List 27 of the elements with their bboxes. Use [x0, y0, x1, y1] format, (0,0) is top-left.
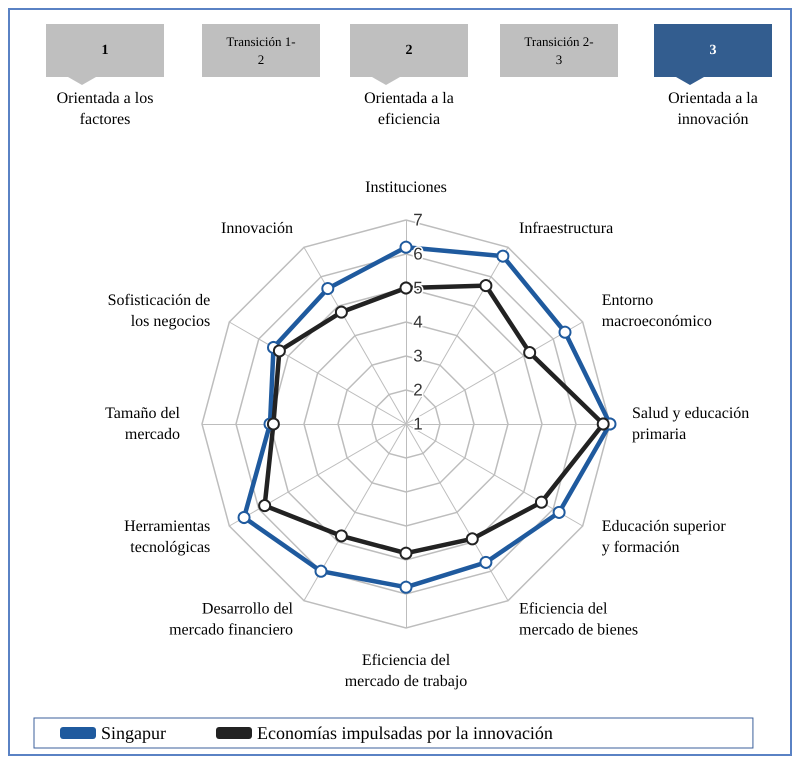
spoke-label: Educación superior y formación [602, 518, 726, 556]
y-tick-label: 2 [413, 380, 423, 400]
legend-label: Economías impulsadas por la innovación [256, 723, 553, 743]
y-tick-label: 3 [413, 346, 423, 366]
spoke-label: Innovación [221, 220, 293, 237]
y-tick-label: 6 [413, 244, 423, 264]
y-tick-label: 4 [413, 312, 423, 332]
spoke-label: Tamaño del mercado [105, 405, 181, 443]
spoke-label: Herramientas tecnológicas [124, 518, 210, 556]
spoke-label: Infraestructura [519, 220, 614, 237]
spoke-label: Desarrollo del mercado financiero [169, 600, 294, 639]
text: Transición 2-3 [500, 24, 618, 77]
text: 3 [654, 24, 772, 77]
text: Orientada a la eficiencia [363, 89, 455, 130]
spoke-label: Entorno macroeconómico [602, 292, 712, 330]
y-tick-label: 1 [413, 414, 423, 434]
text: Orientada a los factores [56, 89, 154, 130]
spoke-label: Eficiencia del mercado de trabajo [344, 652, 468, 690]
spoke-label: Sofisticación de los negocios [108, 292, 210, 330]
text: Orientada a la innovación [667, 89, 759, 130]
text: 1 [46, 24, 164, 77]
y-tick-label: 7 [413, 210, 423, 230]
text: Transición 1-2 [202, 24, 320, 77]
spoke-label: Instituciones [365, 179, 447, 196]
spoke-label: Eficiencia del mercado de bienes [519, 600, 638, 639]
legend-label: Singapur [101, 723, 166, 743]
spoke-label: Salud y educación primaria [632, 405, 750, 443]
